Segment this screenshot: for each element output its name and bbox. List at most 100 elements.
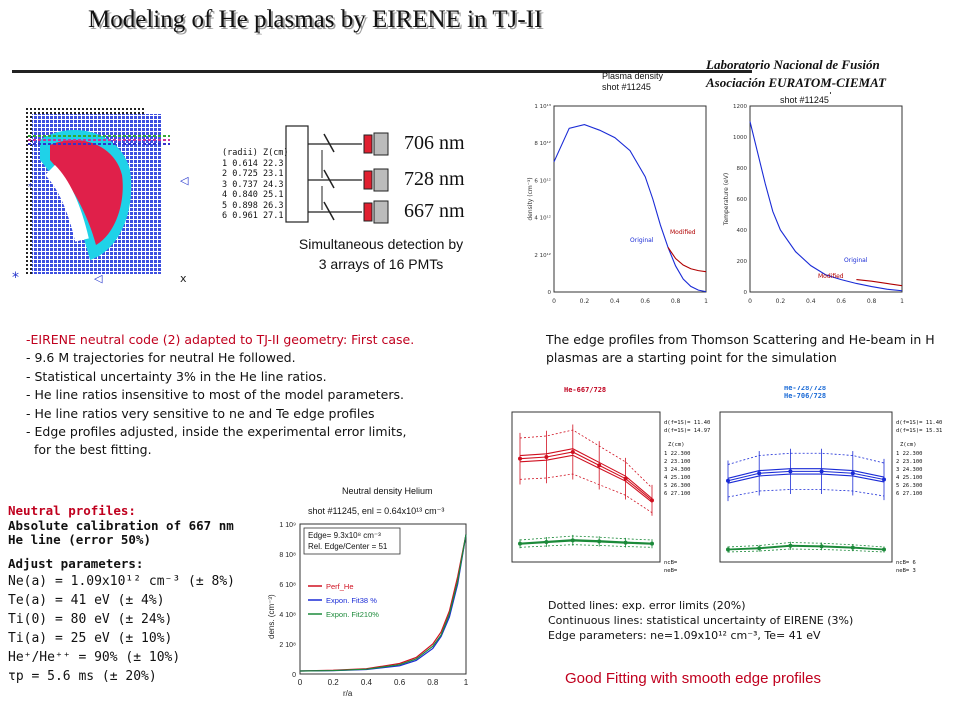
page-title: Modeling of He plasmas by EIRENE in TJ-I… bbox=[88, 6, 543, 33]
legend-entry: Perf_He bbox=[326, 582, 354, 591]
data-point bbox=[518, 456, 522, 461]
y-tick-label: 400 bbox=[737, 228, 748, 234]
x-tick-label: 0.2 bbox=[328, 678, 340, 687]
table-row: 2 0.725 23.1 bbox=[222, 169, 284, 179]
y-tick-label: 8 10¹² bbox=[534, 140, 551, 147]
list-item: -EIRENE neutral code (2) adapted to TJ-I… bbox=[26, 332, 415, 347]
data-point bbox=[544, 540, 549, 544]
x-tick-label: 0 bbox=[298, 678, 303, 687]
error-limit-line bbox=[519, 429, 653, 489]
data-point bbox=[757, 471, 762, 476]
svg-text:*: * bbox=[12, 270, 19, 286]
temperature-profile-chart: Plasma Temperatureshot #11245 0 0.2 0.4 0.6 0… bbox=[723, 92, 904, 305]
y-tick-label: 600 bbox=[737, 197, 748, 203]
series-line-green bbox=[519, 540, 653, 545]
plot-frame bbox=[511, 411, 661, 563]
chart-subtitle: shot #11245, enl = 0.64x10¹³ cm⁻³ bbox=[308, 506, 444, 516]
note-edge: Edge parameters: ne=1.09x10¹² cm⁻³, Te= … bbox=[548, 629, 821, 642]
table-row: 5 0.898 26.3 bbox=[222, 200, 284, 211]
eirene-grid-figure: * ◁ ◁ x * bbox=[12, 108, 189, 286]
footer-text: neB= bbox=[664, 568, 678, 574]
x-tick-label: 0.6 bbox=[640, 298, 650, 305]
y-tick-label: 4 10¹² bbox=[534, 215, 551, 222]
series-line-original bbox=[749, 121, 903, 292]
y-tick-label: 1 10¹³ bbox=[534, 103, 551, 110]
pmt-detection-diagram bbox=[285, 125, 389, 224]
data-point bbox=[597, 463, 602, 468]
x-tick-label: 1 bbox=[900, 298, 904, 305]
good-fit-caption: Good Fitting with smooth edge profiles bbox=[565, 670, 821, 687]
series-line-blue bbox=[727, 470, 885, 482]
y-tick-label: 8 10⁸ bbox=[279, 552, 296, 559]
x-tick-label: 0.4 bbox=[361, 678, 373, 687]
series-line-red bbox=[519, 448, 653, 499]
param-taup: τp = 5.6 ms (± 20%) bbox=[8, 669, 157, 684]
data-point bbox=[726, 547, 730, 552]
series-line-green bbox=[727, 544, 885, 550]
data-point bbox=[726, 478, 730, 483]
data-point bbox=[518, 541, 522, 546]
annotation-box bbox=[303, 527, 401, 555]
x-tick-label: 0.6 bbox=[394, 678, 406, 687]
y-tick-label: 6 10⁸ bbox=[279, 582, 296, 589]
footer-text: neB= 3 bbox=[896, 568, 916, 574]
plot-frame bbox=[719, 411, 893, 563]
lab-name: Laboratorio Nacional de Fusión bbox=[706, 57, 880, 72]
y-tick-label: 0 bbox=[744, 290, 748, 296]
series-line-green bbox=[519, 539, 653, 545]
y-tick-label: 0 bbox=[292, 672, 296, 679]
table-row: 6 27.100 bbox=[896, 491, 923, 497]
table-header: Z(cm) bbox=[900, 442, 917, 448]
data-point bbox=[850, 471, 855, 476]
detection-caption-1: Simultaneous detection by bbox=[298, 236, 464, 252]
legend-value: d(f=1S)= 15.31 bbox=[896, 428, 942, 434]
list-item: for the best fitting. bbox=[26, 442, 152, 458]
table-row: 2 23.100 bbox=[896, 459, 923, 465]
table-row: 4 25.100 bbox=[664, 475, 691, 481]
y-axis-label: dens. (cm⁻³) bbox=[267, 594, 276, 639]
error-limit-line bbox=[727, 489, 885, 498]
detection-caption-2: 3 arrays of 16 PMTs bbox=[318, 256, 444, 272]
table-row: 5 26.300 bbox=[896, 483, 923, 489]
param-te: Te(a) = 41 eV (± 4%) bbox=[8, 593, 165, 608]
table-row: 6 0.961 27.1 bbox=[222, 211, 284, 221]
param-ne: Ne(a) = 1.09x10¹² cm⁻³ (± 8%) bbox=[8, 574, 235, 589]
annotation-text: Edge= 9.3x10⁸ cm⁻³ bbox=[308, 531, 381, 540]
data-point bbox=[623, 476, 628, 481]
list-item: - Edge profiles adjusted, inside the exp… bbox=[26, 424, 407, 440]
plot-frame bbox=[749, 105, 903, 293]
data-point bbox=[650, 541, 654, 546]
table-row: 3 24.300 bbox=[896, 467, 923, 473]
chart-subtitle: shot #11245 bbox=[602, 82, 651, 92]
x-tick-label: 0 bbox=[552, 298, 556, 305]
y-tick-label: 2 10¹² bbox=[534, 252, 551, 259]
neutral-profiles-panel: Neutral profiles: Absolute calibration o… bbox=[8, 502, 240, 686]
series-label: Original bbox=[630, 237, 654, 244]
x-tick-label: 0.8 bbox=[427, 678, 439, 687]
list-item: - He line ratios very sensitive to ne an… bbox=[26, 405, 375, 421]
x-tick-label: 0 bbox=[748, 298, 752, 305]
param-tia: Ti(a) = 25 eV (± 10%) bbox=[8, 631, 173, 646]
radii-table: (radii) Z(cm) 1 0.614 22.3 2 0.725 23.1 … bbox=[222, 148, 289, 222]
x-tick-label: 0.8 bbox=[867, 298, 877, 305]
chart-subtitle: shot #11245 bbox=[780, 95, 829, 105]
series-line bbox=[299, 534, 467, 672]
x-tick-label: 0.2 bbox=[580, 298, 590, 305]
data-point bbox=[882, 477, 886, 482]
chart-title: Neutral density Helium bbox=[342, 486, 433, 496]
data-point bbox=[650, 498, 654, 503]
data-point bbox=[570, 538, 575, 543]
error-limit-line bbox=[519, 544, 653, 548]
series-line bbox=[299, 534, 467, 672]
x-tick-label: 0.6 bbox=[836, 298, 846, 305]
series-label: Modified bbox=[818, 273, 844, 280]
series-line-green bbox=[519, 539, 653, 544]
table-row: 2 23.100 bbox=[664, 459, 691, 465]
y-tick-label: 6 10¹² bbox=[534, 177, 551, 184]
data-point bbox=[544, 455, 549, 459]
data-point bbox=[623, 540, 628, 545]
x-axis-label: r/a bbox=[343, 689, 353, 698]
legend-value: d(f=1S)= 11.40 bbox=[664, 420, 710, 426]
